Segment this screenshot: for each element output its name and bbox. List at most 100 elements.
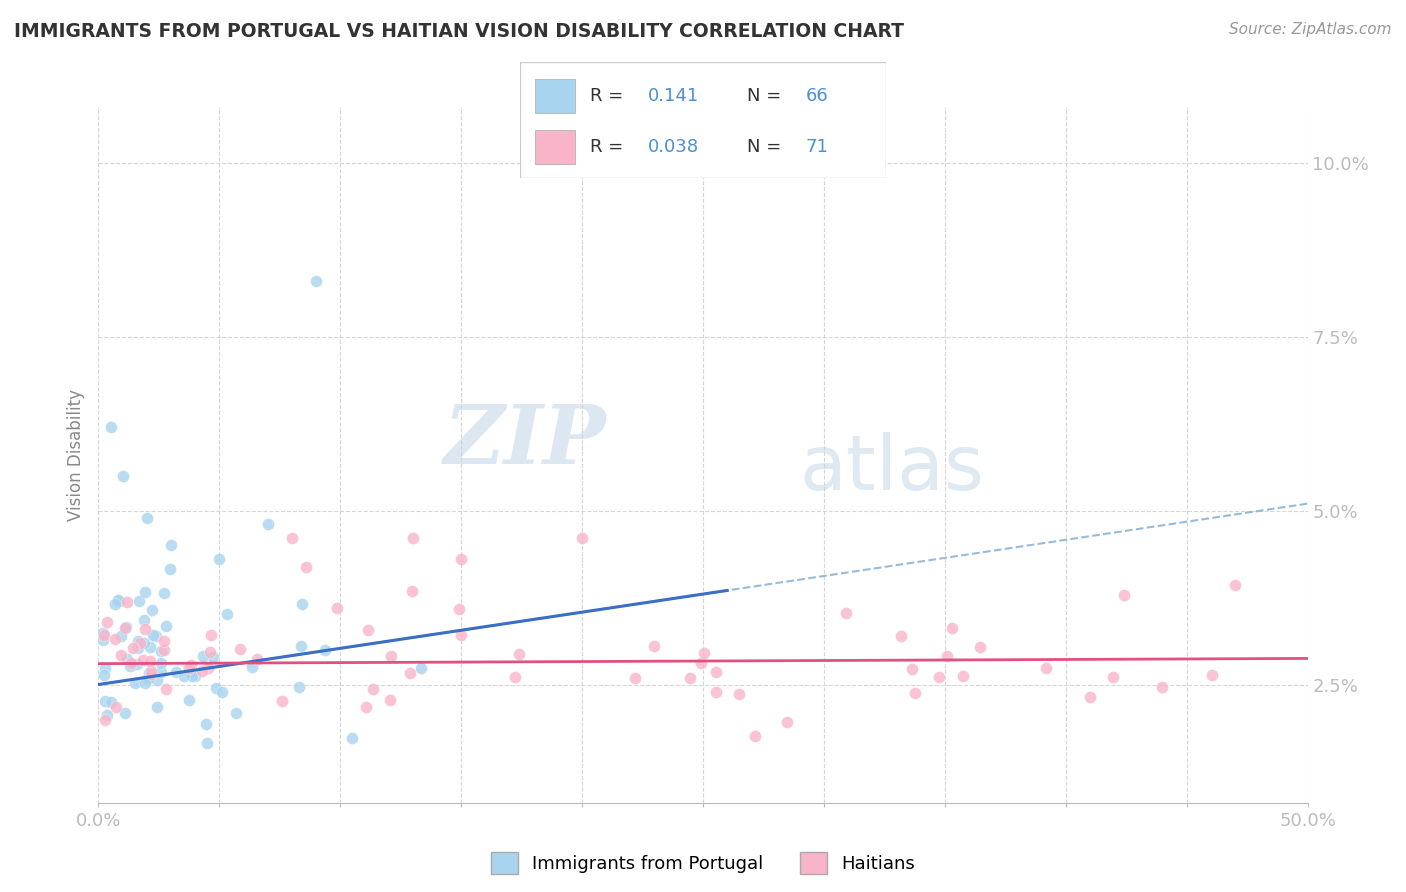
Point xyxy=(952,669,974,683)
Point xyxy=(936,649,959,664)
Text: 0.141: 0.141 xyxy=(648,87,699,105)
Point xyxy=(146,673,169,687)
Point xyxy=(134,623,156,637)
Point xyxy=(110,648,132,663)
Point xyxy=(229,642,252,657)
Point xyxy=(571,532,593,546)
Point xyxy=(890,629,912,643)
Point xyxy=(152,643,174,657)
Point xyxy=(91,633,114,648)
Point xyxy=(132,613,155,627)
Point xyxy=(450,628,472,642)
Point xyxy=(1114,588,1136,602)
FancyBboxPatch shape xyxy=(520,62,886,178)
Point xyxy=(139,640,162,655)
Point xyxy=(508,647,530,661)
Point xyxy=(153,634,176,648)
Point xyxy=(142,628,165,642)
Point xyxy=(378,693,401,707)
Point xyxy=(835,606,858,620)
Point xyxy=(194,717,217,731)
Point xyxy=(139,654,162,668)
Text: 0.038: 0.038 xyxy=(648,138,699,156)
Point xyxy=(165,665,187,679)
Point xyxy=(242,660,264,674)
Point xyxy=(135,510,157,524)
Point xyxy=(271,694,294,708)
Point xyxy=(111,468,134,483)
Point xyxy=(138,671,160,685)
Point xyxy=(115,652,138,666)
Bar xyxy=(534,78,575,113)
Point xyxy=(179,661,201,675)
Point xyxy=(314,642,336,657)
Point xyxy=(1102,670,1125,684)
Point xyxy=(941,621,963,635)
Text: 71: 71 xyxy=(806,138,828,156)
Point xyxy=(776,715,799,730)
Point xyxy=(380,648,402,663)
Point xyxy=(127,633,149,648)
Point xyxy=(177,692,200,706)
Point xyxy=(704,665,727,679)
Text: Source: ZipAtlas.com: Source: ZipAtlas.com xyxy=(1229,22,1392,37)
Point xyxy=(134,675,156,690)
Point xyxy=(127,640,149,655)
Text: N =: N = xyxy=(747,138,787,156)
Text: R =: R = xyxy=(589,138,628,156)
Point xyxy=(904,686,927,700)
Point xyxy=(153,585,176,599)
Bar xyxy=(534,129,575,164)
Point xyxy=(200,628,222,642)
Point xyxy=(215,607,238,621)
Point xyxy=(132,653,155,667)
Point xyxy=(728,687,751,701)
Point xyxy=(129,636,152,650)
Point xyxy=(678,671,700,685)
Point xyxy=(96,615,118,630)
Point xyxy=(107,594,129,608)
Point xyxy=(211,685,233,699)
Point xyxy=(704,685,727,699)
Point xyxy=(692,646,714,660)
Point xyxy=(643,639,665,653)
Point xyxy=(928,670,950,684)
Point xyxy=(125,657,148,672)
Y-axis label: Vision Disability: Vision Disability xyxy=(66,389,84,521)
Point xyxy=(447,602,470,616)
Point xyxy=(96,708,118,723)
Legend: Immigrants from Portugal, Haitians: Immigrants from Portugal, Haitians xyxy=(491,852,915,874)
Text: ZIP: ZIP xyxy=(444,401,606,481)
Point xyxy=(159,562,181,576)
Point xyxy=(1223,578,1246,592)
Point xyxy=(624,671,647,685)
Point xyxy=(246,651,269,665)
Text: atlas: atlas xyxy=(800,432,984,506)
Point xyxy=(146,700,169,714)
Point xyxy=(356,699,378,714)
Point xyxy=(134,585,156,599)
Point xyxy=(1035,661,1057,675)
Point xyxy=(120,659,142,673)
Point xyxy=(93,627,115,641)
Point xyxy=(132,636,155,650)
Point xyxy=(141,667,163,681)
Point xyxy=(744,729,766,743)
Point xyxy=(208,552,231,566)
Point xyxy=(141,602,163,616)
Point xyxy=(94,694,117,708)
Point xyxy=(173,668,195,682)
Point xyxy=(205,681,228,696)
Point xyxy=(150,656,173,670)
Point xyxy=(104,699,127,714)
Point xyxy=(195,736,218,750)
Point xyxy=(281,532,304,546)
Point xyxy=(114,620,136,634)
Point xyxy=(155,619,177,633)
Point xyxy=(110,629,132,643)
Point xyxy=(1201,667,1223,681)
Point xyxy=(225,706,247,720)
Point xyxy=(901,662,924,676)
Point xyxy=(114,706,136,721)
Point xyxy=(191,665,214,679)
